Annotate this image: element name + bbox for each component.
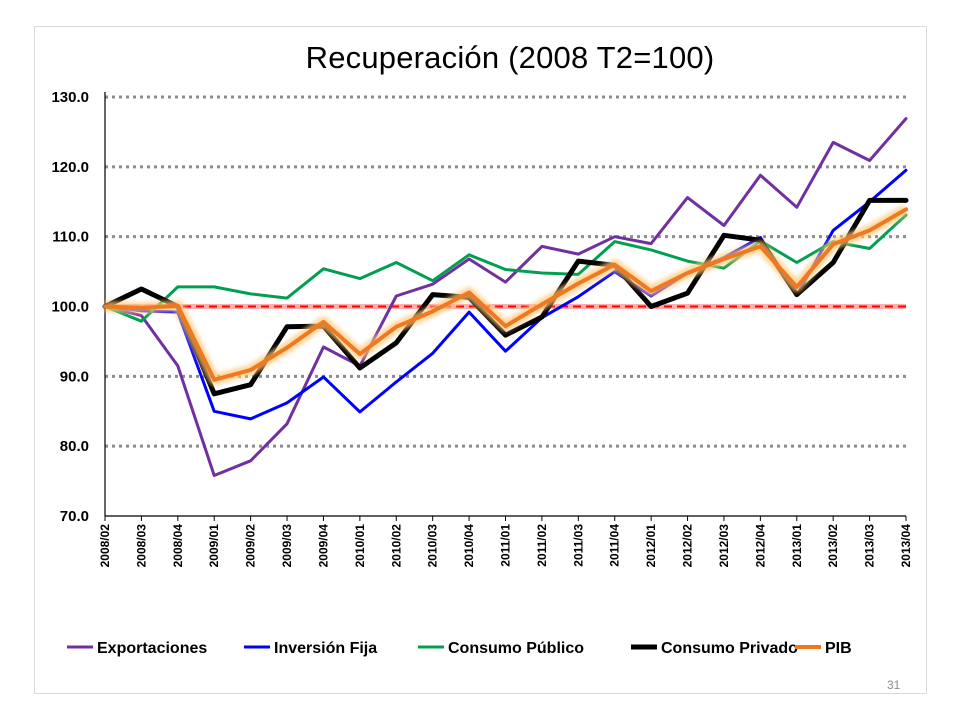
x-tick-label: 2010/02 [389, 524, 403, 568]
x-tick-label: 2010/03 [426, 524, 440, 568]
x-tick-label: 2011/04 [608, 524, 622, 567]
x-tick-label: 2012/01 [644, 524, 658, 568]
x-tick-label: 2011/01 [499, 524, 513, 567]
legend-label-consumo-privado: Consumo Privado [661, 640, 798, 657]
x-tick-label: 2009/03 [280, 524, 294, 568]
y-tick-label: 80.0 [60, 438, 89, 455]
x-tick-label: 2011/02 [535, 524, 549, 567]
series-line-consumo-publico [103, 213, 908, 323]
y-tick-label: 110.0 [52, 229, 89, 246]
legend-label-inversion-fija: Inversión Fija [274, 640, 377, 657]
y-tick-label: 70.0 [60, 508, 89, 525]
x-tick-label: 2012/03 [717, 524, 731, 568]
legend-label-consumo-publico: Consumo Público [448, 640, 584, 657]
legend-label-pib: PIB [825, 640, 852, 657]
y-tick-label: 100.0 [51, 299, 89, 316]
legend-label-exportaciones: Exportaciones [97, 640, 207, 657]
y-tick-label: 90.0 [60, 368, 89, 385]
y-tick-label: 120.0 [51, 159, 89, 176]
series-line-exportaciones [103, 117, 908, 477]
x-tick-label: 2009/04 [316, 524, 330, 568]
x-tick-label: 2013/04 [899, 524, 913, 568]
y-tick-label: 130.0 [51, 89, 89, 106]
x-tick-label: 2011/03 [571, 524, 585, 567]
series-line-pib-glow [104, 204, 909, 386]
series-line-consumo-privado [102, 197, 909, 397]
slide-frame [34, 26, 927, 694]
x-tick-label: 2012/04 [753, 524, 767, 568]
x-tick-label: 2008/04 [171, 524, 185, 568]
x-tick-label: 2009/01 [207, 524, 221, 568]
x-tick-label: 2013/01 [790, 524, 804, 568]
x-tick-label: 2008/03 [134, 524, 148, 568]
x-tick-label: 2013/02 [826, 524, 840, 568]
x-tick-label: 2008/02 [98, 524, 112, 568]
chart-title: Recuperación (2008 T2=100) [305, 40, 715, 75]
x-tick-label: 2012/02 [681, 524, 695, 568]
x-tick-label: 2009/02 [244, 524, 258, 568]
x-tick-label: 2010/01 [353, 524, 367, 568]
x-tick-label: 2013/03 [863, 524, 877, 568]
page-number: 31 [887, 678, 901, 692]
series-line-pib [103, 207, 908, 382]
x-tick-label: 2010/04 [462, 524, 476, 568]
